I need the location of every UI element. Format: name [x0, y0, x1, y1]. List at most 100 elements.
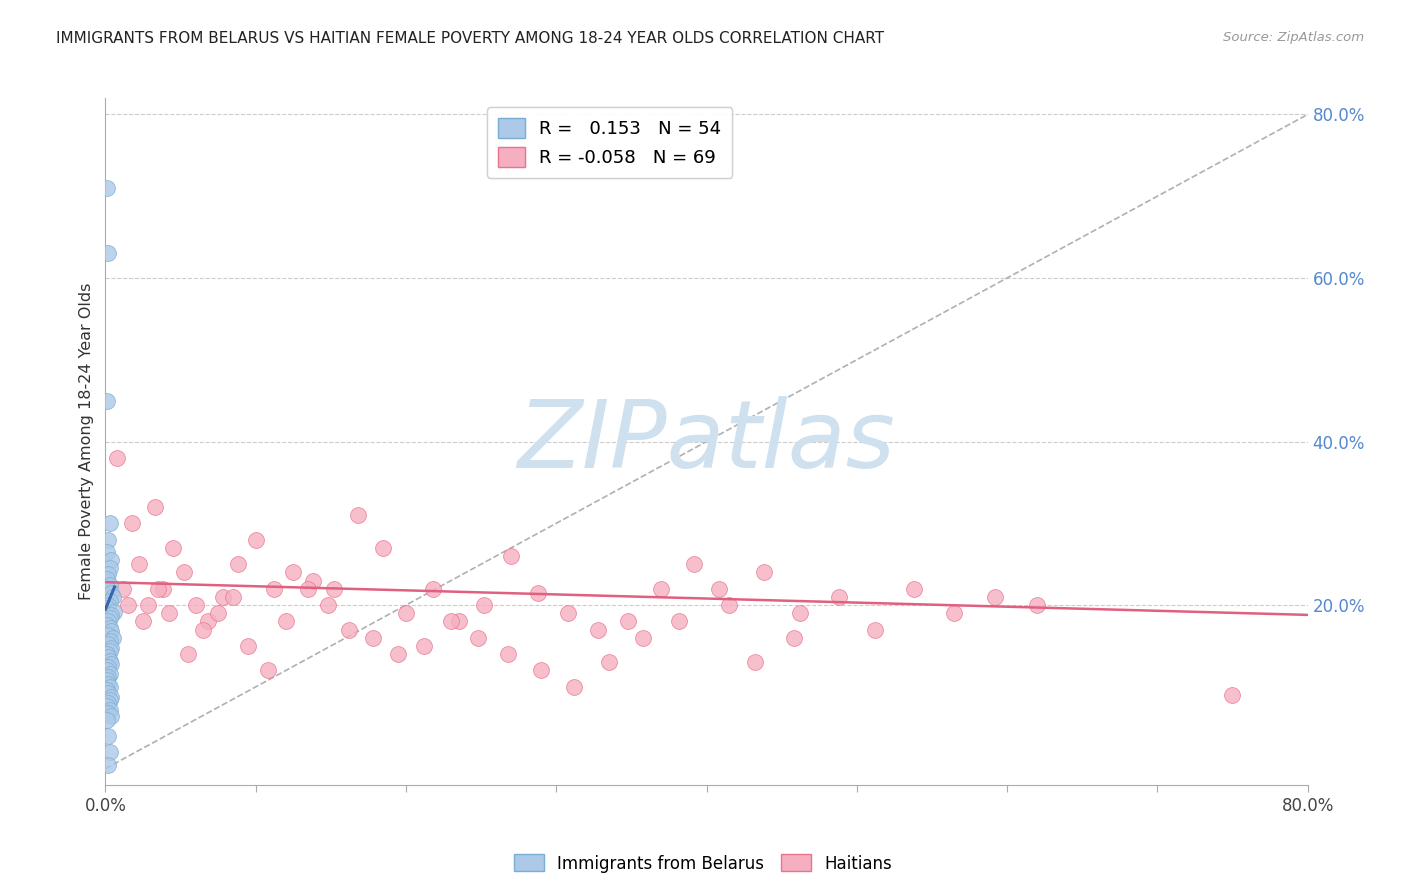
Point [98, 644, 121, 658]
Point [633, 631, 655, 645]
Point [828, 590, 851, 604]
Point [98, 666, 121, 681]
Point [207, 607, 229, 621]
Point [222, 590, 245, 604]
Point [387, 647, 409, 661]
Point [173, 566, 195, 580]
Point [472, 598, 495, 612]
Point [98, 654, 121, 668]
Point [984, 590, 1007, 604]
Point [98, 634, 121, 648]
Text: Source: ZipAtlas.com: Source: ZipAtlas.com [1223, 31, 1364, 45]
Point [97, 582, 120, 596]
Point [157, 607, 180, 621]
Point [96, 664, 118, 678]
Point [211, 590, 233, 604]
Point [97, 706, 120, 720]
Point [100, 553, 122, 567]
Point [668, 615, 690, 629]
Point [101, 590, 124, 604]
Point [97, 567, 120, 582]
Point [301, 574, 323, 588]
Text: IMMIGRANTS FROM BELARUS VS HAITIAN FEMALE POVERTY AMONG 18-24 YEAR OLDS CORRELAT: IMMIGRANTS FROM BELARUS VS HAITIAN FEMAL… [56, 31, 884, 46]
Point [256, 664, 278, 678]
Point [501, 549, 523, 563]
Point [97, 729, 120, 743]
Point [96, 572, 118, 586]
Point [96, 647, 118, 661]
Point [184, 598, 207, 612]
Point [274, 615, 297, 629]
Point [100, 624, 122, 639]
Point [361, 631, 384, 645]
Point [98, 516, 121, 531]
Point [197, 615, 219, 629]
Point [103, 605, 125, 619]
Point [527, 586, 550, 600]
Point [97, 637, 120, 651]
Point [373, 541, 395, 555]
Point [557, 607, 579, 621]
Point [132, 615, 155, 629]
Point [598, 655, 620, 669]
Point [117, 598, 139, 612]
Point [96, 601, 118, 615]
Point [136, 598, 159, 612]
Point [98, 611, 121, 625]
Point [297, 582, 319, 596]
Point [96, 617, 118, 632]
Point [316, 598, 339, 612]
Point [283, 566, 305, 580]
Point [718, 598, 741, 612]
Point [162, 541, 184, 555]
Point [101, 631, 124, 645]
Point [96, 545, 118, 559]
Point [100, 709, 122, 723]
Point [96, 181, 118, 195]
Text: ZIPatlas: ZIPatlas [517, 396, 896, 487]
Point [97, 757, 120, 772]
Point [530, 664, 553, 678]
Point [1222, 688, 1244, 702]
Point [98, 703, 121, 717]
Point [98, 594, 121, 608]
Point [245, 533, 267, 547]
Point [96, 673, 118, 688]
Legend: R =   0.153   N = 54, R = -0.058   N = 69: R = 0.153 N = 54, R = -0.058 N = 69 [486, 107, 733, 178]
Point [347, 508, 370, 523]
Point [100, 607, 122, 622]
Point [100, 586, 122, 600]
Point [413, 639, 436, 653]
Point [97, 686, 120, 700]
Point [143, 500, 166, 514]
Point [683, 557, 706, 572]
Point [100, 640, 122, 655]
Point [98, 680, 121, 694]
Point [562, 680, 585, 694]
Point [395, 607, 418, 621]
Point [97, 627, 120, 641]
Point [97, 670, 120, 684]
Legend: Immigrants from Belarus, Haitians: Immigrants from Belarus, Haitians [508, 847, 898, 880]
Point [100, 690, 122, 704]
Point [97, 615, 120, 629]
Point [782, 631, 804, 645]
Point [943, 607, 966, 621]
Point [97, 246, 120, 260]
Point [588, 623, 610, 637]
Point [96, 393, 118, 408]
Point [98, 577, 121, 591]
Point [100, 657, 122, 671]
Point [107, 450, 129, 465]
Point [467, 631, 489, 645]
Point [744, 655, 766, 669]
Point [903, 582, 925, 596]
Point [191, 623, 214, 637]
Point [650, 582, 672, 596]
Point [496, 647, 519, 661]
Point [98, 693, 121, 707]
Point [238, 639, 260, 653]
Point [146, 582, 169, 596]
Point [440, 615, 463, 629]
Point [337, 623, 360, 637]
